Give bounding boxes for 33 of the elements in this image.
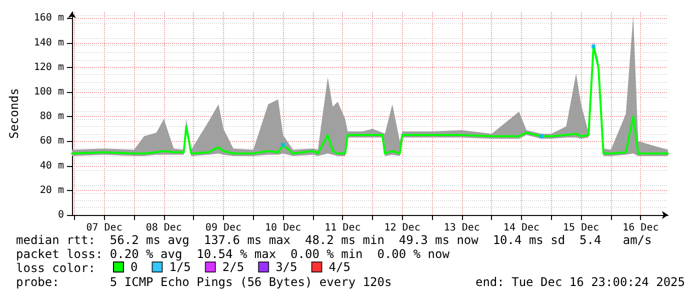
- y-tick-label: 20 m: [40, 184, 64, 196]
- x-tick-label: 11 Dec: [324, 222, 361, 234]
- y-axis-title: Seconds: [7, 88, 21, 139]
- text: end: Tue Dec 16 23:00:24 2025: [475, 275, 685, 289]
- y-tick-label: 80 m: [40, 111, 64, 122]
- y-tick-label: 100 m: [34, 86, 64, 98]
- x-tick-label: 15 Dec: [563, 222, 600, 234]
- point: [539, 134, 544, 138]
- y-tick-label: 0: [58, 210, 64, 220]
- legend-label: 3/5: [276, 260, 298, 274]
- text: probe: 5 ICMP Echo Pings (56 Bytes) every 120s: [16, 275, 392, 289]
- x-tick-label: 13 Dec: [444, 222, 480, 234]
- point: [281, 142, 286, 147]
- x-tick-label: 14 Dec: [503, 222, 540, 234]
- x-tick-label: 07 Dec: [86, 222, 122, 234]
- legend-label: 4/5: [328, 260, 350, 274]
- legend-label: 1/5: [169, 260, 191, 274]
- y-tick-label: 60 m: [40, 136, 64, 147]
- x-tick-label: 12 Dec: [384, 222, 420, 234]
- legend-label: 2/5: [222, 260, 244, 274]
- legend-title: loss color:: [16, 261, 96, 275]
- y-tick-label: 40 m: [40, 160, 64, 172]
- x-tick-label: 16 Dec: [622, 222, 659, 234]
- text: packet loss: 0.20 % avg 10.54 % max 0.00 % min 0.00 % now: [16, 247, 450, 261]
- point: [592, 44, 596, 48]
- y-tick-label: 120 m: [34, 62, 64, 73]
- y-tick-label: 160 m: [34, 12, 64, 24]
- x-tick-label: 08 Dec: [146, 222, 182, 234]
- x-tick-label: 09 Dec: [205, 222, 242, 234]
- text: median rtt: 56.2 ms avg 137.6 ms max 48.2 ms min 49.3 ms now 10.4 ms sd 5.4 am/s: [16, 233, 652, 247]
- legend-label: 0: [130, 260, 138, 274]
- y-tick-label: 140 m: [34, 37, 64, 48]
- x-tick-label: 10 Dec: [265, 222, 302, 234]
